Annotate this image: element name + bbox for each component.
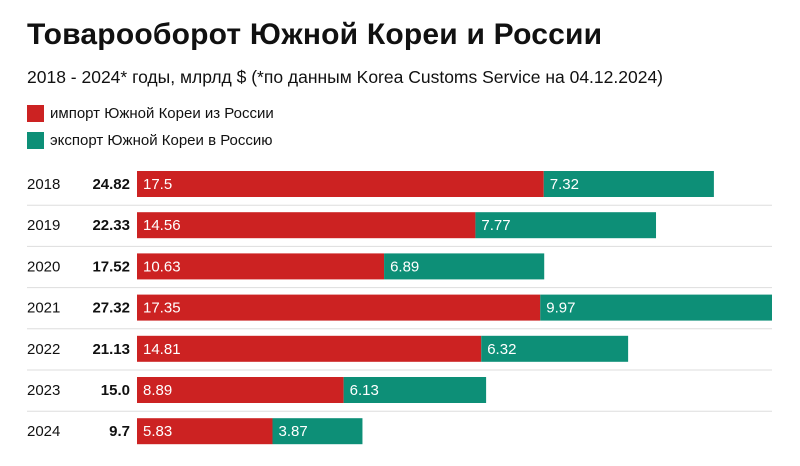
bar-export-label: 6.32: [487, 341, 516, 358]
bar-export-label: 7.32: [550, 176, 579, 193]
total-label: 17.52: [92, 258, 130, 275]
bar-import-label: 10.63: [143, 258, 181, 275]
year-label: 2022: [27, 341, 60, 358]
legend-swatch-export: [27, 131, 44, 149]
legend-item-import: импорт Южной Кореи из России: [27, 103, 274, 123]
bar-export: [384, 253, 545, 280]
bar-export: [481, 335, 629, 362]
bar-import: [137, 335, 482, 362]
bar-export: [543, 171, 714, 197]
legend-item-export: экспорт Южной Кореи в Россию: [27, 130, 273, 150]
legend-label-export: экспорт Южной Кореи в Россию: [50, 131, 273, 149]
total-label: 15.0: [101, 382, 130, 399]
bar-export: [272, 418, 363, 445]
bar-export-label: 6.89: [390, 258, 419, 275]
bar-import: [137, 253, 385, 280]
year-label: 2024: [27, 423, 60, 440]
bar-export-label: 9.97: [546, 300, 575, 317]
total-label: 9.7: [109, 423, 130, 440]
legend-swatch-import: [27, 104, 44, 122]
bar-import-label: 17.5: [143, 176, 172, 193]
year-label: 2018: [27, 176, 60, 193]
bar-import-label: 5.83: [143, 423, 172, 440]
bar-export-label: 6.13: [350, 382, 379, 399]
total-label: 27.32: [92, 300, 130, 317]
year-label: 2020: [27, 258, 60, 275]
bar-import-label: 17.35: [143, 300, 181, 317]
chart-title: Товарооборот Южной Кореи и России: [27, 18, 603, 51]
bar-import: [137, 212, 476, 239]
bar-export: [475, 212, 657, 239]
bar-export-label: 3.87: [279, 423, 308, 440]
year-label: 2023: [27, 382, 60, 399]
bar-export: [540, 294, 772, 321]
legend-label-import: импорт Южной Кореи из России: [50, 104, 274, 122]
year-label: 2019: [27, 217, 60, 234]
bar-import-label: 8.89: [143, 382, 172, 399]
bar-import: [137, 418, 273, 445]
bar-import: [137, 294, 541, 321]
bar-export-label: 7.77: [481, 217, 510, 234]
total-label: 24.82: [92, 176, 130, 193]
year-label: 2021: [27, 300, 60, 317]
bar-import: [137, 171, 544, 197]
bar-import-label: 14.56: [143, 217, 181, 234]
chart-subtitle: 2018 - 2024* годы, млрлд $ (*по данным K…: [27, 67, 664, 87]
bar-import: [137, 377, 344, 403]
bar-export: [343, 377, 487, 403]
total-label: 22.33: [92, 217, 130, 234]
bar-import-label: 14.81: [143, 341, 181, 358]
total-label: 21.13: [92, 341, 130, 358]
